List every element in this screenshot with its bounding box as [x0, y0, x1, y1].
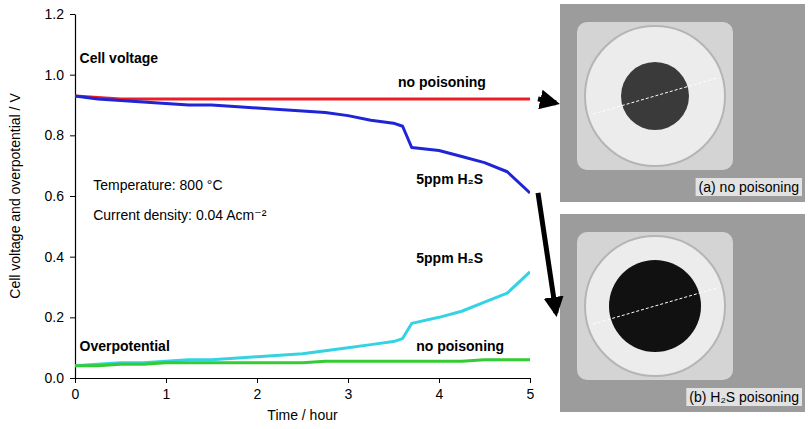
- photo-wire: [593, 78, 717, 114]
- labels: no poisoning 5ppm H₂S 5ppm H₂S no poisoning…: [80, 50, 505, 354]
- y-tick-mark: [70, 196, 75, 197]
- x-tick-mark: [348, 378, 349, 383]
- y-tick: 0.2: [45, 309, 75, 325]
- y-tick-label: 0.8: [45, 127, 65, 143]
- y-tick-label: 0.2: [45, 309, 65, 325]
- y-tick: 0.6: [45, 188, 75, 204]
- x-tick-mark: [166, 378, 167, 383]
- photo-label-patch: [696, 178, 802, 196]
- photo-label: (a) no poisoning: [699, 179, 799, 195]
- x-tick-label: 5: [527, 386, 535, 402]
- arrow: [538, 99, 556, 103]
- series-line: [75, 272, 530, 366]
- x-tick-mark: [257, 378, 258, 383]
- y-tick-label: 1.0: [45, 67, 65, 83]
- lines: [75, 96, 530, 366]
- x-tick-label: 1: [163, 386, 171, 402]
- photo-panel: (a) no poisoning: [560, 4, 805, 202]
- annotation: Overpotential: [80, 338, 170, 354]
- series-line: [75, 96, 530, 193]
- series-label: 5ppm H₂S: [416, 171, 483, 187]
- photo-ring: [585, 26, 725, 166]
- y-tick: 1.2: [45, 6, 75, 22]
- x-tick-label: 4: [436, 386, 444, 402]
- annotation: Temperature: 800 °C: [93, 177, 222, 193]
- photo-ring: [585, 236, 725, 376]
- x-tick: 2: [254, 378, 262, 402]
- y-tick-mark: [70, 14, 75, 15]
- y-tick-label: 0.0: [45, 370, 65, 386]
- y-tick-label: 0.4: [45, 249, 65, 265]
- y-tick-mark: [70, 257, 75, 258]
- series-line: [75, 360, 530, 366]
- x-tick: 1: [163, 378, 171, 402]
- annotation: Cell voltage: [80, 50, 159, 66]
- y-axis-title: Cell voltage and overpotential / V: [7, 93, 23, 299]
- x-tick: 3: [345, 378, 353, 402]
- x-tick-mark: [439, 378, 440, 383]
- y-axis-line: [75, 15, 76, 379]
- y-tick-mark: [70, 378, 75, 379]
- y-tick-mark: [70, 317, 75, 318]
- photo-electrode: [621, 62, 689, 130]
- x-axis-title: Time / hour: [267, 407, 338, 423]
- y-tick-label: 0.6: [45, 188, 65, 204]
- photo-holder: [577, 22, 733, 170]
- y-axis: 0.0 0.2 0.4 0.6 0.8 1.0 1.2: [45, 6, 76, 386]
- x-axis: 0 1 2 3 4 5: [72, 378, 535, 402]
- plot: 0 1 2 3 4 5 0.0 0.2 0.4 0.6 0.8 1.0 1.2 no poisoning 5…: [45, 6, 535, 402]
- photo-electrode: [609, 260, 701, 352]
- x-tick: 4: [436, 378, 444, 402]
- photo-background: [560, 4, 805, 202]
- photo-wire: [593, 288, 717, 324]
- y-tick: 1.0: [45, 67, 75, 83]
- series-label: no poisoning: [416, 338, 504, 354]
- x-tick-mark: [75, 378, 76, 383]
- x-tick: 5: [527, 378, 535, 402]
- y-tick-mark: [70, 75, 75, 76]
- x-tick-label: 2: [254, 386, 262, 402]
- photo-panel: (b) H₂S poisoning: [560, 214, 805, 412]
- photo-holder: [577, 232, 733, 380]
- chart: 0 1 2 3 4 5 0.0 0.2 0.4 0.6 0.8 1.0 1.2 no poisoning 5…: [0, 0, 811, 429]
- y-tick: 0.0: [45, 370, 75, 386]
- series-label: no poisoning: [398, 74, 486, 90]
- x-tick-label: 3: [345, 386, 353, 402]
- x-tick: 0: [72, 378, 80, 402]
- y-tick-label: 1.2: [45, 6, 65, 22]
- y-tick-mark: [70, 135, 75, 136]
- arrow: [538, 193, 556, 313]
- photo-label-patch: [686, 388, 802, 406]
- x-tick-mark: [530, 378, 531, 383]
- y-tick: 0.4: [45, 249, 75, 265]
- photo-background: [560, 214, 805, 412]
- photo-label: (b) H₂S poisoning: [689, 389, 799, 405]
- series-label: 5ppm H₂S: [416, 250, 483, 266]
- series-line: [75, 96, 530, 99]
- y-tick: 0.8: [45, 127, 75, 143]
- annotation: Current density: 0.04 Acm⁻²: [93, 207, 266, 223]
- x-tick-label: 0: [72, 386, 80, 402]
- x-axis-line: [76, 378, 531, 379]
